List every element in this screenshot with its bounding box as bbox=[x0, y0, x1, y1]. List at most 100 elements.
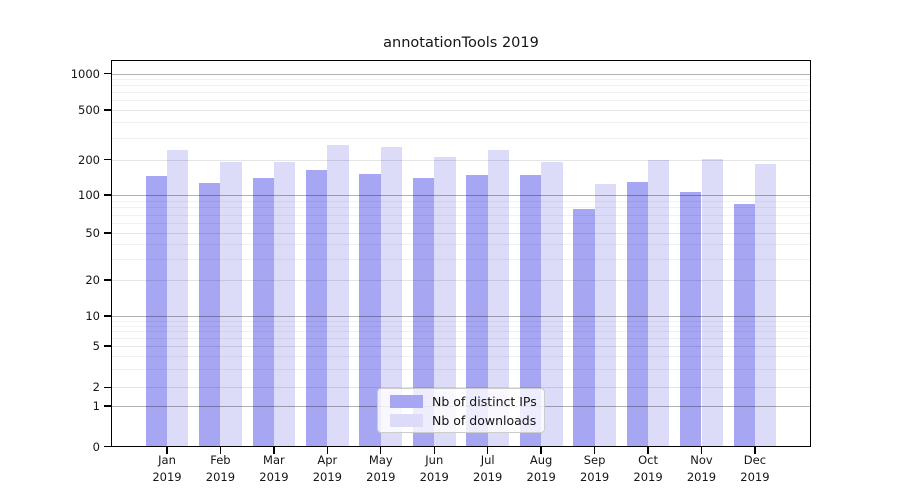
x-tick-label: Dec 2019 bbox=[740, 453, 770, 484]
bar-downloads-mar bbox=[273, 162, 296, 447]
x-tick-mark bbox=[647, 447, 649, 454]
bar-downloads-jan bbox=[167, 150, 189, 447]
x-tick-label: Sep 2019 bbox=[579, 453, 610, 484]
y-tick-mark bbox=[104, 315, 111, 317]
gridline bbox=[111, 233, 811, 234]
gridline bbox=[111, 207, 811, 209]
legend-swatch-distinct-ips bbox=[390, 394, 423, 408]
gridline bbox=[111, 195, 811, 196]
gridline bbox=[111, 356, 811, 358]
y-tick-label: 20 bbox=[85, 273, 100, 287]
gridline bbox=[111, 79, 811, 81]
gridline bbox=[111, 92, 811, 94]
bar-downloads-nov bbox=[701, 159, 723, 447]
x-tick-mark bbox=[487, 447, 489, 454]
bar-distinct-ips-jan bbox=[145, 175, 167, 447]
bar-downloads-jun bbox=[434, 157, 456, 447]
gridline bbox=[111, 100, 811, 102]
gridline bbox=[111, 338, 811, 340]
bar-downloads-aug bbox=[541, 162, 563, 447]
gridline bbox=[111, 320, 811, 322]
bar-downloads-sep bbox=[594, 184, 616, 447]
x-tick-label: Oct 2019 bbox=[633, 453, 663, 484]
bar-distinct-ips-sep bbox=[573, 209, 595, 447]
x-tick-mark bbox=[273, 447, 275, 454]
bar-downloads-oct bbox=[648, 159, 670, 447]
x-tick-label: Nov 2019 bbox=[686, 453, 717, 484]
y-tick-mark bbox=[104, 279, 111, 281]
bar-distinct-ips-dec bbox=[733, 203, 755, 447]
bar-distinct-ips-feb bbox=[199, 183, 221, 447]
bar-distinct-ips-mar bbox=[252, 178, 274, 447]
x-tick-label: Jan 2019 bbox=[152, 453, 182, 484]
y-tick-mark bbox=[104, 72, 111, 75]
x-tick-mark bbox=[593, 447, 596, 454]
gridline bbox=[111, 122, 811, 124]
bar-downloads-apr bbox=[327, 145, 349, 447]
y-tick-label: 500 bbox=[78, 103, 100, 117]
gridline bbox=[111, 85, 811, 87]
gridline bbox=[111, 387, 811, 389]
y-tick-label: 0 bbox=[92, 439, 100, 454]
bar-distinct-ips-jul bbox=[466, 174, 488, 447]
x-tick-label: Jul 2019 bbox=[473, 453, 503, 484]
legend-label-distinct-ips: Nb of distinct IPs bbox=[432, 393, 537, 409]
y-tick-label: 100 bbox=[78, 188, 100, 202]
gridline bbox=[111, 244, 811, 246]
y-tick-mark bbox=[104, 405, 111, 407]
x-tick-label: Feb 2019 bbox=[205, 453, 236, 484]
y-tick-mark bbox=[104, 109, 111, 111]
x-tick-mark bbox=[380, 447, 382, 454]
bar-downloads-may bbox=[380, 147, 403, 447]
legend-label-downloads: Nb of downloads bbox=[432, 412, 537, 428]
gridline bbox=[111, 259, 811, 261]
legend: Nb of distinct IPs Nb of downloads bbox=[377, 388, 545, 433]
gridline bbox=[111, 331, 811, 333]
bar-distinct-ips-apr bbox=[305, 169, 328, 447]
gridline bbox=[111, 316, 811, 317]
x-tick-mark bbox=[700, 447, 703, 454]
x-tick-label: Jun 2019 bbox=[419, 453, 449, 484]
gridline bbox=[111, 280, 811, 281]
bar-distinct-ips-oct bbox=[626, 182, 649, 447]
bar-distinct-ips-aug bbox=[519, 174, 542, 447]
gridline bbox=[111, 159, 811, 161]
legend-swatch-downloads bbox=[390, 413, 423, 427]
plot-area: Nb of distinct IPs Nb of downloads bbox=[111, 60, 811, 447]
bar-distinct-ips-jun bbox=[412, 178, 435, 447]
x-tick-label: Aug 2019 bbox=[526, 453, 556, 484]
gridline bbox=[111, 137, 811, 139]
y-tick-mark bbox=[104, 158, 111, 161]
y-tick-label: 2 bbox=[92, 380, 100, 395]
x-tick-label: May 2019 bbox=[366, 453, 396, 484]
y-tick-label: 5 bbox=[92, 339, 100, 353]
y-tick-label: 50 bbox=[85, 226, 100, 240]
y-tick-mark bbox=[104, 345, 111, 347]
y-tick-mark bbox=[104, 194, 111, 196]
legend-item-distinct-ips: Nb of distinct IPs bbox=[385, 394, 537, 409]
x-tick-mark bbox=[433, 447, 435, 454]
x-tick-mark bbox=[540, 447, 542, 454]
bar-distinct-ips-nov bbox=[680, 191, 702, 447]
x-tick-mark bbox=[166, 447, 168, 454]
y-tick-mark bbox=[104, 232, 111, 234]
gridline bbox=[111, 73, 811, 75]
x-tick-label: Mar 2019 bbox=[259, 453, 289, 484]
y-tick-mark bbox=[104, 386, 111, 388]
bar-downloads-dec bbox=[754, 164, 777, 447]
gridline bbox=[111, 110, 811, 111]
gridline bbox=[111, 325, 811, 327]
gridline bbox=[111, 369, 811, 371]
x-tick-mark bbox=[326, 447, 329, 454]
gridline bbox=[111, 200, 811, 202]
gridline bbox=[111, 346, 811, 347]
legend-item-downloads: Nb of downloads bbox=[385, 413, 537, 428]
bar-downloads-feb bbox=[220, 162, 242, 447]
y-tick-label: 1 bbox=[92, 399, 100, 413]
gridline bbox=[111, 214, 811, 216]
x-tick-mark bbox=[219, 447, 222, 454]
y-tick-label: 10 bbox=[85, 309, 100, 323]
chart-title: annotationTools 2019 bbox=[383, 35, 539, 51]
y-tick-label: 1000 bbox=[70, 66, 100, 81]
